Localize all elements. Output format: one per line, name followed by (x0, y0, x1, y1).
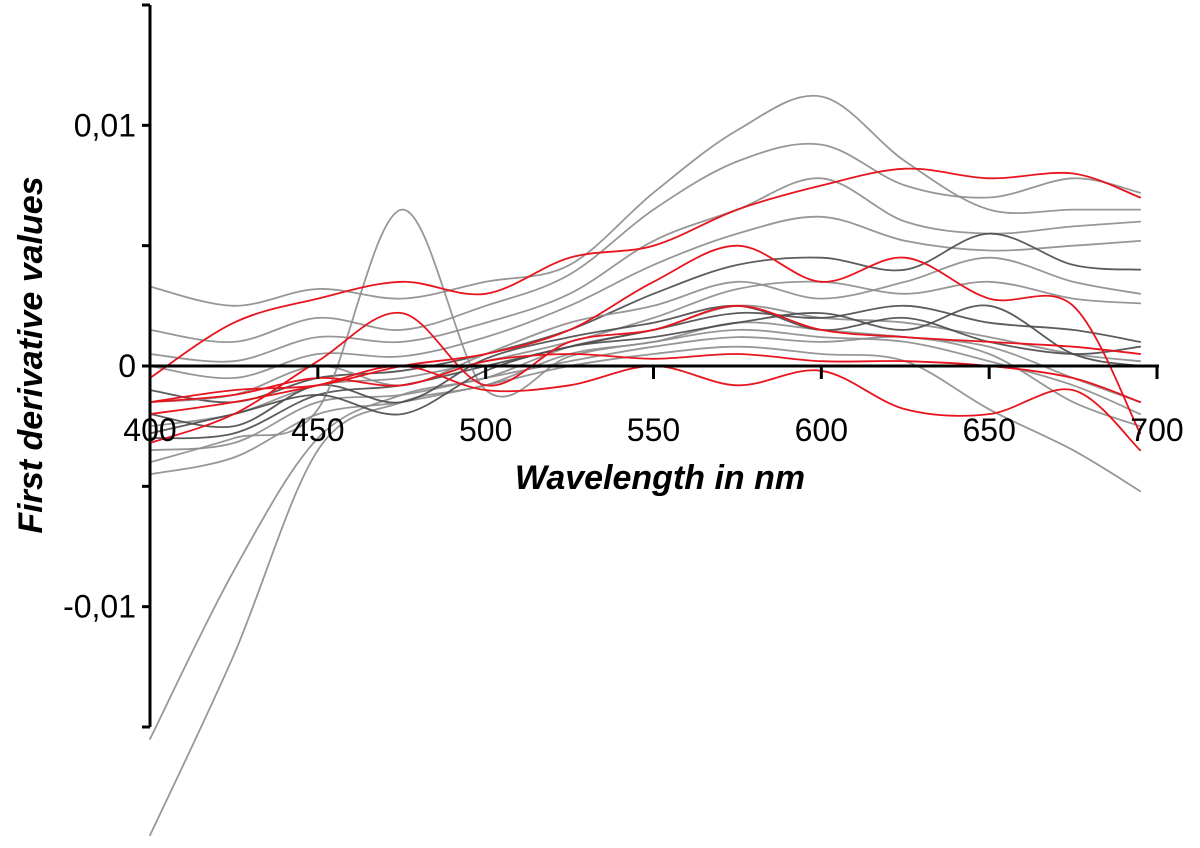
x-tick-label: 650 (962, 412, 1015, 448)
series-line-gray-2 (149, 94, 1142, 307)
series-line-dark-6 (149, 232, 1142, 404)
x-tick-label: 700 (1130, 412, 1183, 448)
series-line-red-16 (149, 244, 1142, 435)
x-tick-label: 500 (459, 412, 512, 448)
series-line-gray-4 (149, 177, 1142, 363)
series-layer (149, 94, 1142, 837)
y-axis-title: First derivative values (12, 176, 50, 533)
series-line-gray-9 (149, 335, 1142, 452)
x-tick-label: 550 (627, 412, 680, 448)
x-axis-ticks: 400 450 500 550 600 650 700 (123, 366, 1184, 448)
series-line-gray-13 (149, 208, 1142, 464)
series-line-red-17 (149, 304, 1142, 444)
series-line-gray-1 (149, 321, 1142, 837)
x-tick-label: 400 (123, 412, 176, 448)
series-line-red-15 (149, 167, 1142, 379)
x-tick-label: 450 (291, 412, 344, 448)
x-axis-title: Wavelength in nm (515, 459, 805, 497)
series-line-gray-3 (149, 142, 1142, 344)
y-tick-label: 0 (118, 348, 136, 384)
series-line-gray-5 (149, 215, 1142, 380)
y-tick-label: 0,01 (74, 107, 136, 143)
series-line-gray-10 (149, 345, 1142, 492)
series-line-dark-14 (149, 304, 1142, 435)
y-tick-label: -0,01 (63, 589, 136, 625)
x-tick-label: 600 (795, 412, 848, 448)
y-axis-ticks: -0,01 0 0,01 (63, 3, 150, 729)
